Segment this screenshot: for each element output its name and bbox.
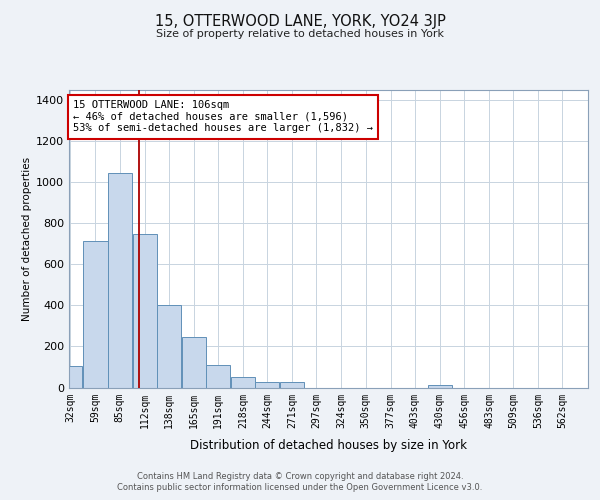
Bar <box>428 386 452 388</box>
Bar <box>133 234 157 388</box>
Bar <box>107 173 131 388</box>
Bar <box>157 306 181 388</box>
Text: Size of property relative to detached houses in York: Size of property relative to detached ho… <box>156 29 444 39</box>
Bar <box>231 377 255 388</box>
Text: Contains public sector information licensed under the Open Government Licence v3: Contains public sector information licen… <box>118 484 482 492</box>
Y-axis label: Number of detached properties: Number of detached properties <box>22 156 32 321</box>
Text: 15 OTTERWOOD LANE: 106sqm
← 46% of detached houses are smaller (1,596)
53% of se: 15 OTTERWOOD LANE: 106sqm ← 46% of detac… <box>73 100 373 134</box>
Bar <box>206 365 230 388</box>
Bar <box>280 382 304 388</box>
Bar <box>182 337 206 388</box>
Bar <box>255 382 279 388</box>
Bar <box>83 241 107 388</box>
Text: 15, OTTERWOOD LANE, YORK, YO24 3JP: 15, OTTERWOOD LANE, YORK, YO24 3JP <box>155 14 445 29</box>
X-axis label: Distribution of detached houses by size in York: Distribution of detached houses by size … <box>190 438 467 452</box>
Bar <box>58 366 82 388</box>
Text: Contains HM Land Registry data © Crown copyright and database right 2024.: Contains HM Land Registry data © Crown c… <box>137 472 463 481</box>
